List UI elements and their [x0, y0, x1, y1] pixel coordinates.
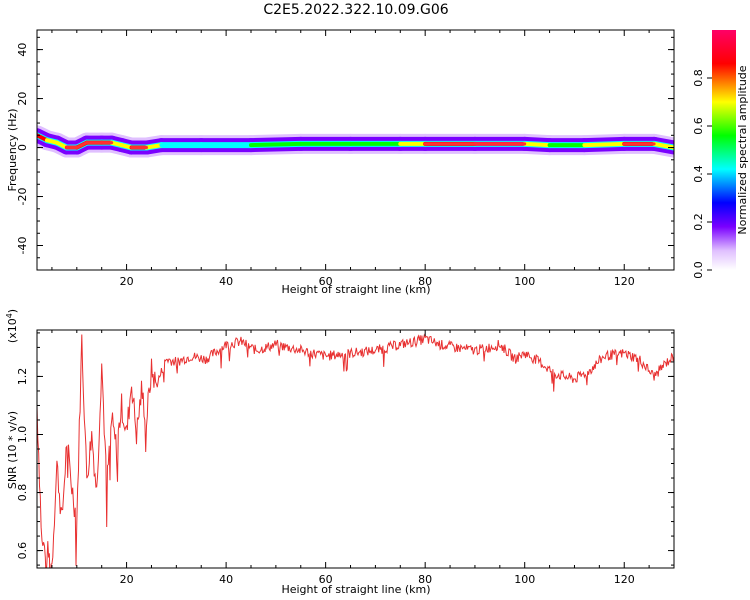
ridge-segment [582, 141, 627, 148]
spectrogram-x-tick-label: 80 [418, 275, 432, 288]
snr-y-tick-label: 1.0 [16, 426, 29, 444]
spectrogram-y-tick-label: 40 [16, 43, 29, 57]
snr-x-tick-label: 120 [614, 573, 635, 586]
ridge-segment [652, 141, 674, 150]
colorbar-tick-label: 0.6 [692, 117, 705, 135]
snr-multiplier: (x104) [5, 309, 19, 343]
spectrogram-y-tick-label: -40 [16, 237, 29, 255]
colorbar-tick-label: 0.2 [692, 213, 705, 231]
snr-y-tick-label: 0.8 [16, 484, 29, 502]
colorbar: 0.0 0.2 0.4 0.6 0.8 Normalized spectral ampl… [692, 30, 749, 279]
snr-x-tick-label: 80 [418, 573, 432, 586]
snr-x-tick-label: 40 [219, 573, 233, 586]
snr-y-tick-label: 0.6 [16, 542, 29, 560]
spectrogram-y-label: Frequency (Hz) [6, 109, 19, 192]
spectrogram-x-tick-label: 120 [614, 275, 635, 288]
spectrogram-panel: 20 40 60 80 100 120 -40 -20 0 20 40 Height of str… [6, 29, 675, 296]
spectrogram-y-tick-label: 20 [16, 92, 29, 106]
spectrogram-x-tick-label: 20 [120, 275, 134, 288]
snr-x-label: Height of straight line (km) [281, 583, 430, 596]
colorbar-tick-label: 0.8 [692, 69, 705, 87]
snr-panel: 20 40 60 80 100 120 0.6 0.8 1.0 1.2 Height of st… [5, 309, 675, 596]
snr-x-tick-label: 20 [120, 573, 134, 586]
spectrogram-x-label: Height of straight line (km) [281, 283, 430, 296]
spectrogram-frame [36, 29, 675, 271]
colorbar-label: Normalized spectral amplitude [736, 65, 749, 234]
ridge-segment [248, 141, 303, 148]
snr-x-tick-label: 100 [514, 573, 535, 586]
colorbar-tick-label: 0.0 [692, 261, 705, 279]
spectrogram-x-tick-label: 60 [319, 275, 333, 288]
ridge-segment [522, 141, 552, 148]
colorbar-tick-label: 0.4 [692, 165, 705, 183]
chart-title: C2E5.2022.322.10.09.G06 [263, 2, 448, 18]
snr-y-label: SNR (10 * v/v) [6, 411, 19, 489]
ridge-peak [75, 141, 89, 150]
spectrogram-x-tick-label: 100 [514, 275, 535, 288]
spectrogram-x-tick-label: 40 [219, 275, 233, 288]
spectrogram-y-tick-label: 0 [16, 144, 29, 151]
colorbar-gradient [712, 30, 736, 270]
snr-frame [36, 329, 675, 569]
spectrogram-heatmap [37, 125, 674, 158]
spectrogram-y-tick-label: -20 [16, 188, 29, 206]
snr-series-line [37, 333, 674, 568]
ridge-segment [144, 143, 164, 150]
snr-y-tick-label: 1.2 [16, 368, 29, 386]
snr-x-tick-label: 60 [319, 573, 333, 586]
